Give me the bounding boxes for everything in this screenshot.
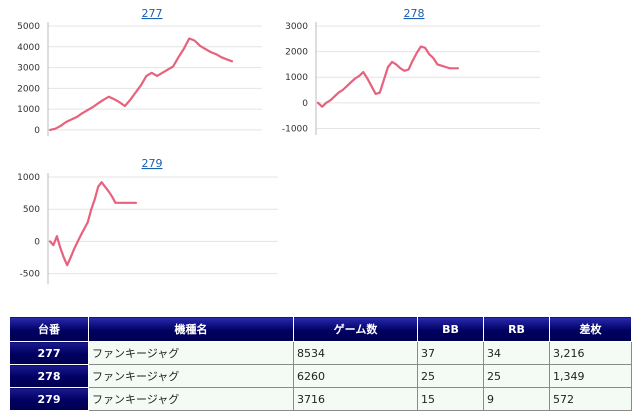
bb-cell: 15 — [417, 387, 484, 411]
machine-number-cell: 277 — [9, 341, 89, 365]
game-count-cell: 8534 — [293, 341, 418, 365]
rb-cell: 25 — [483, 364, 550, 388]
y-tick-label: 0 — [302, 99, 308, 109]
game-count-cell: 6260 — [293, 364, 418, 388]
y-tick-label: 3000 — [285, 22, 308, 32]
chart-277: 277 0 1000 2000 3000 4000 5000 — [0, 0, 290, 150]
header-game-count: ゲーム数 — [293, 316, 418, 342]
machine-number-cell: 279 — [9, 387, 89, 411]
y-tick-label: 1000 — [17, 105, 40, 115]
table-header-row: 台番 機種名 ゲーム数 BB RB 差枚 — [9, 316, 632, 342]
y-tick-label: 4000 — [17, 43, 40, 53]
header-model-name: 機種名 — [88, 316, 294, 342]
header-bb: BB — [417, 316, 484, 342]
difference-cell: 3,216 — [549, 341, 632, 365]
model-name-cell: ファンキージャグ — [88, 341, 294, 365]
chart-title[interactable]: 279 — [142, 157, 163, 170]
y-tick-label: 1000 — [17, 173, 40, 183]
y-tick-label: 5000 — [17, 22, 40, 32]
header-machine-number: 台番 — [9, 316, 89, 342]
series-line — [48, 37, 234, 131]
series-line — [316, 45, 460, 108]
y-tick-label: -1000 — [282, 124, 308, 134]
machine-table: 台番 機種名 ゲーム数 BB RB 差枚 277 ファンキージャグ 8534 3… — [9, 316, 632, 411]
y-tick-label: 500 — [23, 205, 40, 215]
model-name-cell: ファンキージャグ — [88, 387, 294, 411]
difference-cell: 1,349 — [549, 364, 632, 388]
header-difference: 差枚 — [549, 316, 632, 342]
bb-cell: 37 — [417, 341, 484, 365]
model-name-cell: ファンキージャグ — [88, 364, 294, 388]
table-row: 277 ファンキージャグ 8534 37 34 3,216 — [9, 341, 632, 365]
chart-277-svg: 277 0 1000 2000 3000 4000 5000 — [17, 7, 262, 136]
y-tick-label: 3000 — [17, 64, 40, 74]
y-tick-label: 1000 — [285, 73, 308, 83]
difference-cell: 572 — [549, 387, 632, 411]
chart-title[interactable]: 278 — [404, 7, 425, 20]
chart-278: 278 -1000 0 1000 2000 3000 — [268, 0, 558, 150]
table-row: 279 ファンキージャグ 3716 15 9 572 — [9, 387, 632, 411]
chart-279: 279 -500 0 500 1000 — [0, 150, 290, 300]
y-tick-label: 0 — [34, 237, 40, 247]
chart-278-svg: 278 -1000 0 1000 2000 3000 — [282, 7, 540, 135]
table-row: 278 ファンキージャグ 6260 25 25 1,349 — [9, 364, 632, 388]
rb-cell: 9 — [483, 387, 550, 411]
rb-cell: 34 — [483, 341, 550, 365]
y-tick-label: -500 — [20, 270, 41, 280]
chart-title[interactable]: 277 — [142, 7, 163, 20]
y-tick-label: 0 — [34, 126, 40, 136]
y-tick-label: 2000 — [285, 48, 308, 58]
y-tick-label: 2000 — [17, 84, 40, 94]
series-line — [48, 181, 138, 267]
machine-number-cell: 278 — [9, 364, 89, 388]
bb-cell: 25 — [417, 364, 484, 388]
game-count-cell: 3716 — [293, 387, 418, 411]
chart-279-svg: 279 -500 0 500 1000 — [17, 157, 278, 284]
header-rb: RB — [483, 316, 550, 342]
